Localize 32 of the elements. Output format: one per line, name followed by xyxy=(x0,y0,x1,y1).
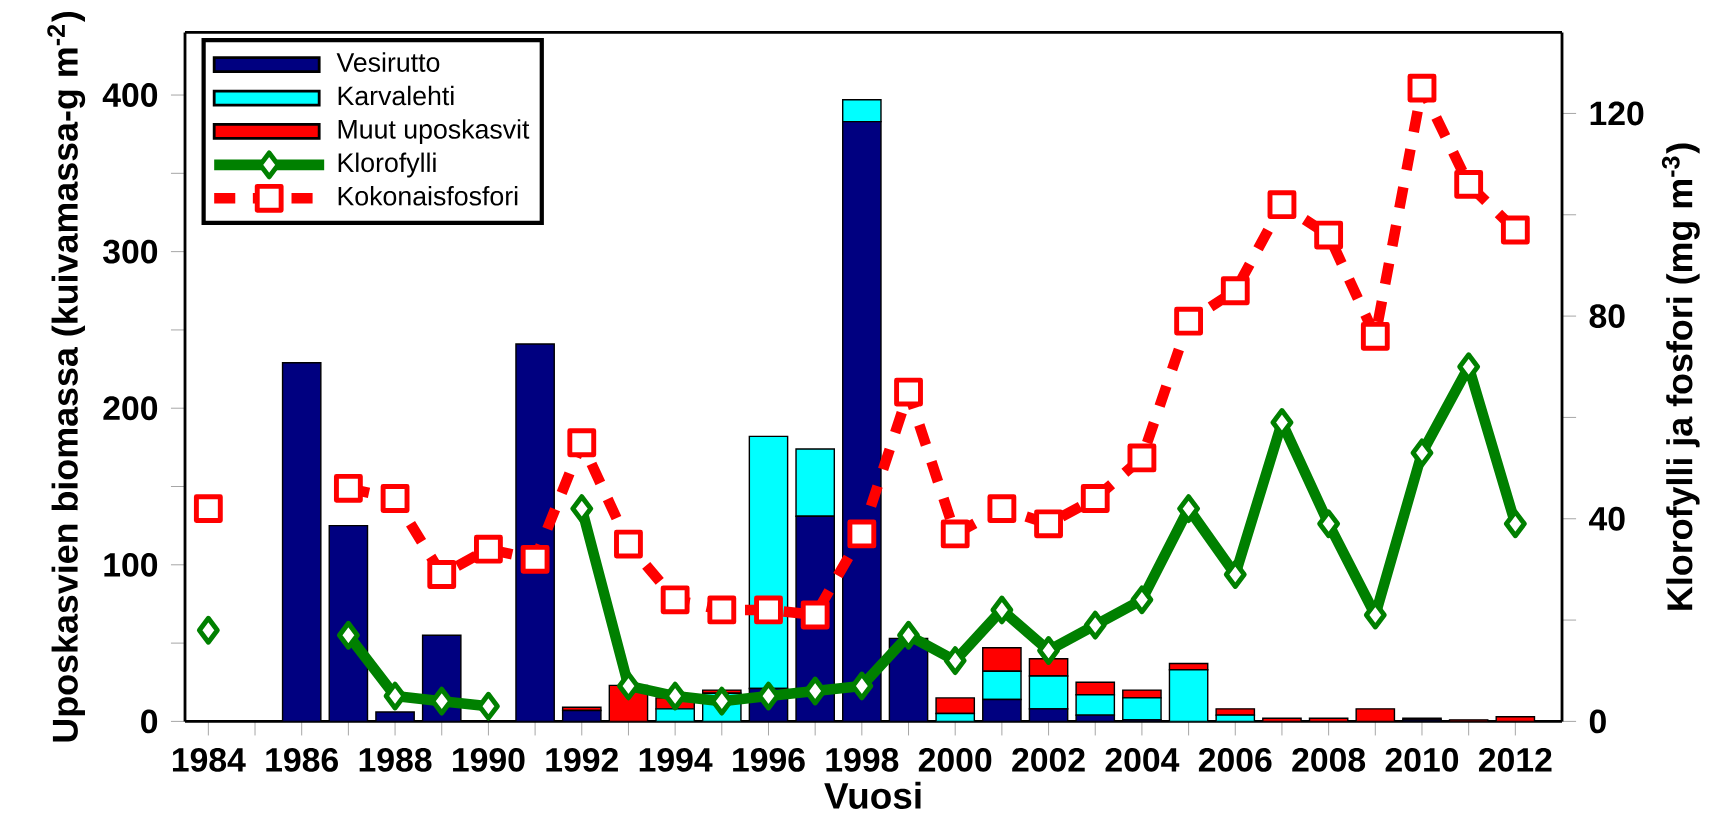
x-tick-label: 1990 xyxy=(453,747,525,772)
y-tick-label: 300 xyxy=(103,239,158,264)
y2-tick-label: 120 xyxy=(1590,101,1644,126)
x-tick-label: 1984 xyxy=(172,747,246,772)
x-axis-title: Vuosi xyxy=(824,781,921,809)
y2-tick-label: 0 xyxy=(1589,709,1606,734)
x-tick-label: 2008 xyxy=(1292,747,1366,772)
y2-tick-label: 40 xyxy=(1589,506,1625,531)
y2-tick-label: 80 xyxy=(1589,304,1625,329)
legend-label: Muut uposkasvit xyxy=(338,119,530,145)
x-tick-label: 1992 xyxy=(546,747,618,772)
legend-label: Kokonaisfosfori xyxy=(338,185,518,206)
x-tick-label: 2004 xyxy=(1105,747,1180,772)
x-tick-label: 2006 xyxy=(1198,747,1272,772)
x-tick-label: 1986 xyxy=(266,747,338,772)
x-tick-label: 2012 xyxy=(1478,747,1552,772)
x-tick-label: 1988 xyxy=(359,747,432,772)
x-tick-label: 2010 xyxy=(1385,747,1459,772)
y-tick-label: 400 xyxy=(102,83,158,107)
y-axis-title: Uposkasvien biomassa (kuivamassa-g m$^{-2}$) xyxy=(47,12,86,742)
x-tick-label: 2002 xyxy=(1012,747,1085,772)
legend-label: Klorofylli xyxy=(338,152,436,178)
y-tick-label: 0 xyxy=(141,709,158,734)
x-tick-label: 1998 xyxy=(826,747,899,772)
y2-axis-title: Klorofylli ja fosfori (mg m$^{-3}$) xyxy=(1661,143,1700,610)
x-tick-label: 2000 xyxy=(918,747,992,772)
x-tick-label: 1996 xyxy=(733,747,805,772)
y-tick-label: 200 xyxy=(103,396,158,421)
legend-label: Vesirutto xyxy=(336,52,440,72)
y-tick-label: 100 xyxy=(104,552,158,577)
x-tick-label: 1994 xyxy=(639,747,713,772)
legend-label: Karvalehti xyxy=(338,85,454,106)
